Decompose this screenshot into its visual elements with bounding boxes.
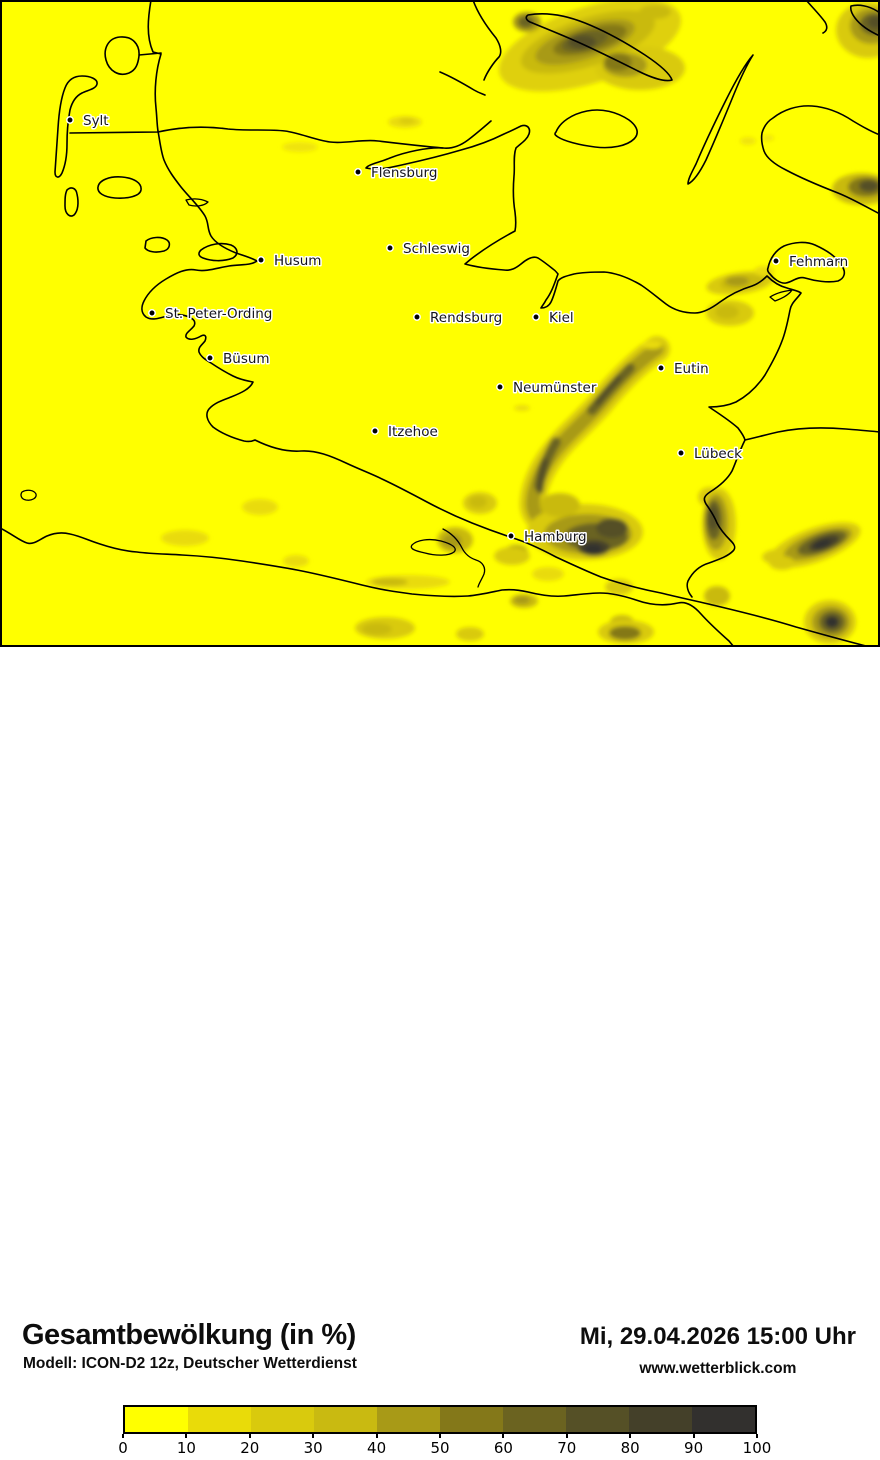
city-label-husum: Husum xyxy=(274,253,321,269)
legend-segment-60-70 xyxy=(503,1407,566,1432)
city-dot-schleswig xyxy=(386,244,394,252)
legend-segment-70-80 xyxy=(566,1407,629,1432)
legend-tickmark-80 xyxy=(629,1434,632,1438)
legend-ticklabel-50: 50 xyxy=(430,1439,450,1457)
datetime-block: Mi, 29.04.2026 15:00 Uhr www.wetterblick… xyxy=(580,1323,856,1378)
legend: 0 10 20 30 40 50 60 70 80 90 100 xyxy=(118,1405,771,1460)
legend-ticklabel-100: 100 xyxy=(742,1439,772,1457)
city-dot-eutin xyxy=(657,364,665,372)
city-dot-hamburg xyxy=(507,532,515,540)
legend-segment-30-40 xyxy=(314,1407,377,1432)
legend-tickmark-60 xyxy=(502,1434,505,1438)
city-dot-kiel xyxy=(532,313,540,321)
city-label-b-sum: Büsum xyxy=(223,351,270,367)
legend-ticklabel-20: 20 xyxy=(240,1439,260,1457)
city-marker-neum-nster: Neumünster xyxy=(496,379,598,398)
legend-segment-90-100 xyxy=(692,1407,755,1432)
city-dot-b-sum xyxy=(206,354,214,362)
legend-segment-80-90 xyxy=(629,1407,692,1432)
city-dot-sylt xyxy=(66,116,74,124)
page-title: Gesamtbewölkung (in %) xyxy=(22,1319,356,1351)
legend-ticklabel-0: 0 xyxy=(118,1439,128,1457)
cloud-cover-layer xyxy=(161,0,880,644)
legend-tickmark-30 xyxy=(312,1434,315,1438)
city-label-itzehoe: Itzehoe xyxy=(388,424,438,440)
legend-segment-40-50 xyxy=(377,1407,440,1432)
legend-ticklabel-40: 40 xyxy=(367,1439,387,1457)
city-marker-itzehoe: Itzehoe xyxy=(371,423,439,442)
city-marker-b-sum: Büsum xyxy=(206,350,271,369)
city-dot-st-peter-ording xyxy=(148,309,156,317)
city-dot-itzehoe xyxy=(371,427,379,435)
city-label-st-peter-ording: St. Peter-Ording xyxy=(165,306,272,322)
legend-ticks: 0 10 20 30 40 50 60 70 80 90 100 xyxy=(118,1434,771,1460)
legend-segment-20-30 xyxy=(251,1407,314,1432)
map-border xyxy=(0,0,880,647)
legend-ticklabel-70: 70 xyxy=(557,1439,577,1457)
legend-ticklabel-10: 10 xyxy=(176,1439,196,1457)
legend-segment-10-20 xyxy=(188,1407,251,1432)
legend-ticklabel-60: 60 xyxy=(493,1439,513,1457)
city-label-hamburg: Hamburg xyxy=(524,529,587,545)
city-dot-flensburg xyxy=(354,168,362,176)
city-marker-st-peter-ording: St. Peter-Ording xyxy=(148,305,274,324)
city-label-schleswig: Schleswig xyxy=(403,241,470,257)
legend-colorbar xyxy=(123,1405,757,1434)
city-marker-eutin: Eutin xyxy=(657,360,710,379)
forecast-datetime: Mi, 29.04.2026 15:00 Uhr xyxy=(579,1323,856,1350)
city-marker-sylt: Sylt xyxy=(66,112,110,131)
city-label-fehmarn: Fehmarn xyxy=(789,254,848,270)
city-marker-rendsburg: Rendsburg xyxy=(413,309,504,328)
city-marker-hamburg: Hamburg xyxy=(507,528,588,547)
city-label-sylt: Sylt xyxy=(83,113,109,129)
legend-tickmark-10 xyxy=(185,1434,188,1438)
legend-tickmark-40 xyxy=(375,1434,378,1438)
city-marker-flensburg: Flensburg xyxy=(354,164,439,183)
legend-tickmark-90 xyxy=(692,1434,695,1438)
model-info: Modell: ICON-D2 12z, Deutscher Wetterdie… xyxy=(23,1355,357,1372)
city-label-flensburg: Flensburg xyxy=(371,165,437,181)
city-dot-husum xyxy=(257,256,265,264)
city-dot-fehmarn xyxy=(772,257,780,265)
city-marker-l-beck: Lübeck xyxy=(677,445,744,464)
city-layer: Sylt Flensburg Husum Schleswig St. Peter-Ord… xyxy=(66,112,850,547)
legend-tickmark-100 xyxy=(756,1434,758,1438)
weather-map: Sylt Flensburg Husum Schleswig St. Peter-Ord… xyxy=(0,0,880,647)
legend-tickmark-50 xyxy=(439,1434,441,1438)
coastline-layer xyxy=(0,0,880,647)
legend-ticklabel-30: 30 xyxy=(303,1439,323,1457)
city-label-eutin: Eutin xyxy=(674,361,709,377)
footer: Gesamtbewölkung (in %) Modell: ICON-D2 1… xyxy=(0,647,880,1457)
legend-segment-50-60 xyxy=(440,1407,503,1432)
city-label-neum-nster: Neumünster xyxy=(513,380,597,396)
legend-tickmark-20 xyxy=(248,1434,251,1438)
city-dot-rendsburg xyxy=(413,313,421,321)
city-label-rendsburg: Rendsburg xyxy=(430,310,502,326)
city-label-kiel: Kiel xyxy=(549,310,574,326)
legend-ticklabel-80: 80 xyxy=(620,1439,640,1457)
legend-tickmark-70 xyxy=(565,1434,568,1438)
city-label-l-beck: Lübeck xyxy=(694,446,742,462)
city-marker-schleswig: Schleswig xyxy=(386,240,472,259)
city-marker-husum: Husum xyxy=(257,252,323,271)
map-canvas: Sylt Flensburg Husum Schleswig St. Peter-Ord… xyxy=(0,0,880,647)
website-url: www.wetterblick.com xyxy=(639,1360,797,1377)
legend-ticklabel-90: 90 xyxy=(684,1439,704,1457)
city-dot-l-beck xyxy=(677,449,685,457)
city-dot-neum-nster xyxy=(496,383,504,391)
city-marker-fehmarn: Fehmarn xyxy=(772,253,850,272)
legend-segment-0-10 xyxy=(125,1407,188,1432)
city-marker-kiel: Kiel xyxy=(532,309,575,328)
legend-tickmark-0 xyxy=(122,1434,124,1438)
